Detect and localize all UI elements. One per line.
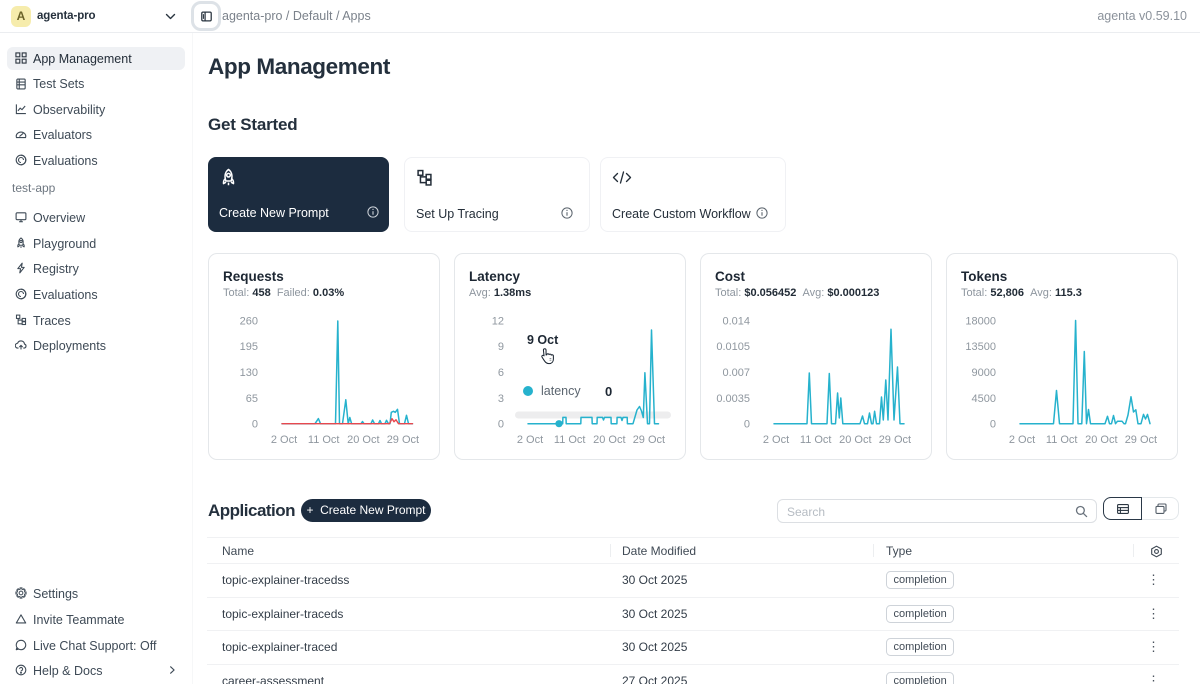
svg-text:29 Oct: 29 Oct xyxy=(387,434,419,446)
svg-text:11 Oct: 11 Oct xyxy=(800,434,832,446)
svg-text:13500: 13500 xyxy=(965,341,996,353)
svg-text:29 Oct: 29 Oct xyxy=(879,434,911,446)
svg-text:0: 0 xyxy=(744,419,750,431)
svg-text:20 Oct: 20 Oct xyxy=(347,434,379,446)
svg-text:260: 260 xyxy=(240,315,258,327)
svg-text:9: 9 xyxy=(498,341,504,353)
svg-text:18000: 18000 xyxy=(965,315,996,327)
svg-text:20 Oct: 20 Oct xyxy=(1085,434,1117,446)
svg-text:12: 12 xyxy=(492,315,504,327)
svg-text:20 Oct: 20 Oct xyxy=(593,434,625,446)
svg-text:11 Oct: 11 Oct xyxy=(554,434,586,446)
svg-text:0.007: 0.007 xyxy=(722,367,750,379)
svg-text:0: 0 xyxy=(252,419,258,431)
svg-text:29 Oct: 29 Oct xyxy=(1125,434,1157,446)
svg-text:3: 3 xyxy=(498,393,504,405)
svg-text:9000: 9000 xyxy=(972,367,996,379)
svg-text:2 Oct: 2 Oct xyxy=(1009,434,1035,446)
svg-text:0.014: 0.014 xyxy=(722,315,750,327)
svg-text:0: 0 xyxy=(990,419,996,431)
svg-text:2 Oct: 2 Oct xyxy=(763,434,789,446)
svg-text:2 Oct: 2 Oct xyxy=(517,434,543,446)
svg-text:11 Oct: 11 Oct xyxy=(1046,434,1078,446)
svg-text:65: 65 xyxy=(246,393,258,405)
svg-text:0.0105: 0.0105 xyxy=(716,341,750,353)
svg-text:29 Oct: 29 Oct xyxy=(633,434,665,446)
svg-text:0: 0 xyxy=(498,419,504,431)
svg-text:4500: 4500 xyxy=(972,393,996,405)
svg-text:195: 195 xyxy=(240,341,258,353)
svg-text:0.0035: 0.0035 xyxy=(716,393,750,405)
svg-text:6: 6 xyxy=(498,367,504,379)
svg-text:130: 130 xyxy=(240,367,258,379)
svg-text:20 Oct: 20 Oct xyxy=(839,434,871,446)
svg-text:11 Oct: 11 Oct xyxy=(308,434,340,446)
svg-text:2 Oct: 2 Oct xyxy=(271,434,297,446)
